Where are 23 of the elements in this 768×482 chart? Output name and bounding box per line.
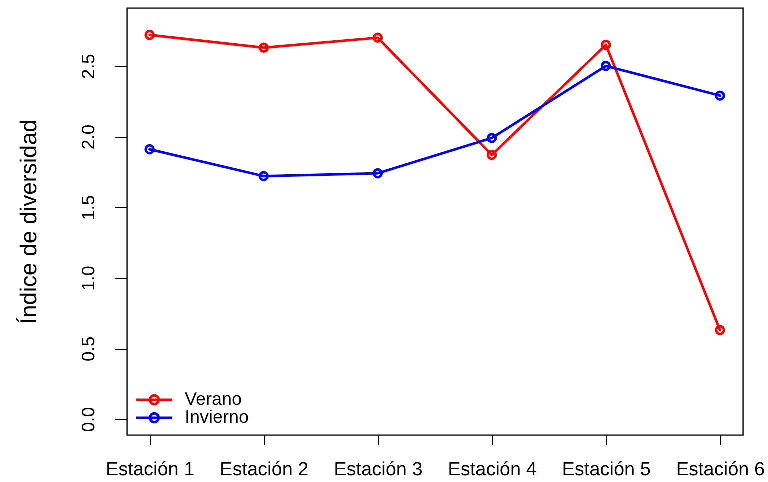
point [600,61,612,72]
y-tick-label: 1.0 [78,266,98,291]
point [600,40,612,50]
y-axis-title: Índice de diversidad [16,120,42,324]
y-tick-label: 0.0 [78,407,98,432]
y-tick-label: 2.0 [78,124,98,150]
point [486,133,498,144]
y-tick-label: 2.5 [78,54,98,80]
legend-label: Invierno [185,407,250,427]
x-tick-label: Estación 1 [106,460,195,480]
x-tick-label: Estación 3 [334,460,423,480]
point [258,171,270,182]
x-tick-label: Estación 5 [562,460,651,480]
x-tick-label: Estación 6 [676,460,766,480]
y-tick-label: 1.5 [78,195,98,220]
y-tick-label: 0.5 [78,336,98,362]
point [372,168,384,179]
point [372,32,384,44]
x-tick-label: Estación 2 [220,460,309,480]
legend-label: Verano [185,389,242,409]
point [258,42,270,53]
x-tick-label: Estación 4 [448,460,538,480]
point [486,150,498,160]
